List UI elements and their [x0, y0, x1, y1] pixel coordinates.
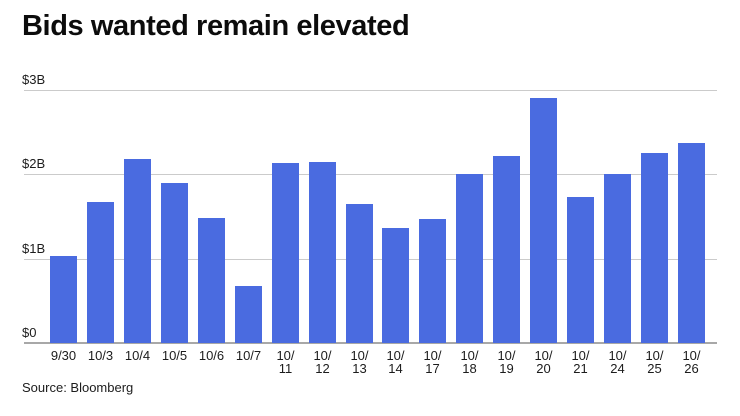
x-axis-baseline: [24, 342, 717, 344]
x-tick-label: 10/ 20: [534, 348, 553, 376]
x-tick-label: 9/30: [50, 348, 77, 363]
x-tick-label: 10/7: [235, 348, 262, 363]
bar-10-11: [272, 163, 299, 343]
bar-10-25: [641, 153, 668, 343]
y-tick-label: $0: [22, 325, 37, 340]
x-tick-label: 10/3: [87, 348, 114, 363]
y-tick-label: $2B: [22, 156, 46, 172]
bar-10-12: [309, 161, 336, 343]
bar-10-4: [124, 159, 151, 343]
x-tick-label: 10/ 18: [460, 348, 479, 376]
x-tick-label: 10/ 24: [608, 348, 627, 376]
bar-10-14: [382, 228, 409, 343]
x-tick-label: 10/ 13: [350, 348, 369, 376]
gridline: [24, 174, 717, 176]
x-tick-label: 10/ 17: [423, 348, 442, 376]
y-tick-label: $1B: [22, 240, 46, 256]
bar-10-26: [678, 143, 705, 343]
x-tick-label: 10/ 14: [386, 348, 405, 376]
x-tick-label: 10/ 21: [571, 348, 590, 376]
x-tick-label: 10/ 12: [313, 348, 332, 376]
bar-10-20: [530, 97, 557, 343]
bar-10-18: [456, 174, 483, 343]
source-note: Source: Bloomberg: [22, 380, 134, 395]
page-title: Bids wanted remain elevated: [22, 10, 410, 42]
y-tick-label: $3B: [22, 72, 46, 87]
x-tick-label: 10/ 19: [497, 348, 516, 376]
bar-10-17: [419, 219, 446, 343]
x-tick-label: 10/ 25: [645, 348, 664, 376]
bar-10-13: [346, 203, 373, 343]
bar-10-3: [87, 202, 114, 343]
bar-10-7: [235, 285, 262, 343]
bar-10-21: [567, 197, 594, 343]
bar-9-30: [50, 256, 77, 343]
x-tick-label: 10/ 11: [276, 348, 295, 376]
bar-10-24: [604, 174, 631, 343]
bar-10-5: [161, 182, 188, 343]
x-tick-label: 10/5: [161, 348, 188, 363]
x-tick-label: 10/6: [198, 348, 225, 363]
bar-10-6: [198, 218, 225, 343]
x-tick-label: 10/ 26: [682, 348, 701, 376]
bar-10-19: [493, 155, 520, 343]
gridline: [24, 90, 717, 91]
x-tick-label: 10/4: [124, 348, 151, 363]
